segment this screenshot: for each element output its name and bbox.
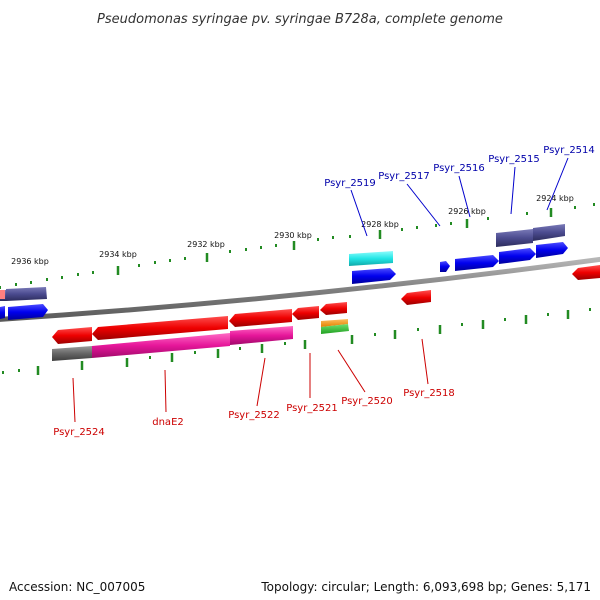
gene-cog-magenta[interactable] [92, 333, 230, 358]
gene-label[interactable]: Psyr_2519 [324, 178, 376, 189]
top-leader-lines [350, 157, 569, 237]
gene-cog-purple[interactable] [6, 287, 47, 301]
gene-label[interactable]: Psyr_2515 [488, 154, 540, 165]
tick-label: 2928 kbp [361, 220, 399, 229]
gene-label[interactable]: Psyr_2516 [433, 163, 485, 174]
gene-cog-orange[interactable] [321, 319, 348, 327]
forward-strand-genes [0, 242, 568, 320]
genome-backbone [0, 256, 600, 322]
gene-cog-gray[interactable] [52, 346, 92, 361]
tick-label: 2932 kbp [187, 240, 225, 249]
gene-reverse-psyr-2521[interactable] [292, 306, 319, 320]
gene-cog-purple[interactable] [533, 224, 565, 241]
gene-reverse-psyr-2518[interactable] [401, 290, 431, 305]
gene-label[interactable]: Psyr_2520 [341, 396, 393, 407]
gene-reverse-psyr-2524[interactable] [52, 327, 92, 344]
lower-tick-ring [2, 308, 591, 375]
gene-label[interactable]: Psyr_2524 [53, 427, 105, 438]
gene-label[interactable]: Psyr_2521 [286, 403, 338, 414]
gene-cog-cyan[interactable] [349, 251, 393, 266]
gene-label[interactable]: dnaE2 [152, 417, 184, 428]
tick-label: 2934 kbp [99, 250, 137, 259]
gene-label[interactable]: Psyr_2514 [543, 145, 595, 156]
gene-reverse-psyr-2520[interactable] [320, 302, 347, 315]
gene-cog-green[interactable] [321, 324, 349, 334]
gene-label[interactable]: Psyr_2518 [403, 388, 455, 399]
gene-label[interactable]: Psyr_2517 [378, 171, 430, 182]
gene-reverse[interactable] [572, 265, 600, 280]
reverse-strand-genes [52, 265, 600, 344]
gene-reverse-psyr-2522[interactable] [229, 309, 292, 327]
lower-cog-ring [52, 319, 349, 361]
top-gene-labels: Psyr_2519 Psyr_2517 Psyr_2516 Psyr_2515 … [324, 145, 595, 189]
gene-forward-psyr-2516[interactable] [455, 255, 499, 271]
bottom-gene-labels: Psyr_2524 dnaE2 Psyr_2522 Psyr_2521 Psyr… [53, 388, 455, 438]
gene-forward[interactable] [0, 306, 5, 319]
gene-cog-purple[interactable] [496, 229, 533, 247]
tick-labels: 2936 kbp 2934 kbp 2932 kbp 2930 kbp 2928… [11, 194, 574, 266]
gene-reverse-dnae2[interactable] [92, 316, 228, 340]
gene-cog-magenta[interactable] [230, 326, 293, 345]
bottom-leader-lines [72, 338, 429, 423]
tick-label: 2924 kbp [536, 194, 574, 203]
gene-forward-psyr-2515[interactable] [499, 248, 536, 264]
gene-forward-psyr-2517[interactable] [440, 261, 450, 272]
tick-label: 2930 kbp [274, 231, 312, 240]
upper-tick-ring [0, 203, 595, 289]
tick-label: 2936 kbp [11, 257, 49, 266]
gene-label[interactable]: Psyr_2522 [228, 410, 280, 421]
map-title: Pseudomonas syringae pv. syringae B728a,… [97, 12, 503, 27]
gene-fragment[interactable] [0, 290, 5, 299]
gene-forward-psyr-2514[interactable] [536, 242, 568, 258]
genome-summary: Topology: circular; Length: 6,093,698 bp… [261, 580, 591, 594]
gene-forward[interactable] [8, 304, 48, 320]
accession-label: Accession: NC_007005 [9, 580, 146, 594]
gene-forward-psyr-2519[interactable] [352, 268, 396, 284]
tick-label: 2926 kbp [448, 207, 486, 216]
